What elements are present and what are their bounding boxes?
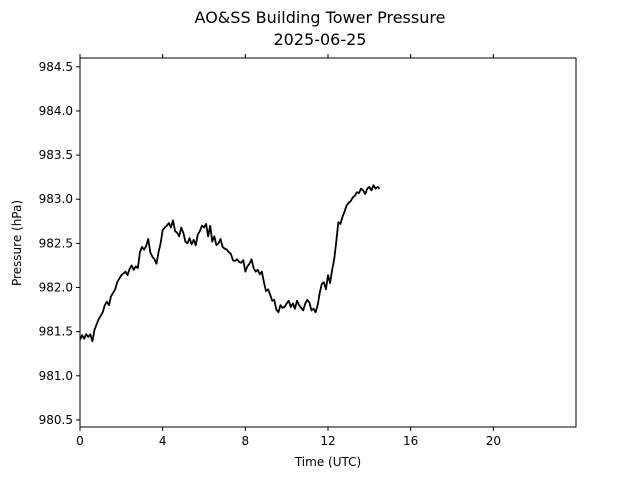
y-tick-label: 981.5 bbox=[39, 325, 73, 339]
x-tick-label: 8 bbox=[242, 434, 250, 448]
y-tick-label: 983.0 bbox=[39, 192, 73, 206]
x-axis-label: Time (UTC) bbox=[294, 455, 361, 469]
chart-subtitle: 2025-06-25 bbox=[274, 30, 367, 49]
pressure-series-line bbox=[79, 184, 381, 343]
x-tick-label: 16 bbox=[403, 434, 418, 448]
chart-title: AO&SS Building Tower Pressure bbox=[195, 8, 446, 27]
x-tick-label: 0 bbox=[76, 434, 84, 448]
y-tick-label: 984.5 bbox=[39, 60, 73, 74]
y-tick-label: 982.5 bbox=[39, 236, 73, 250]
x-tick-label: 4 bbox=[159, 434, 167, 448]
x-tick-label: 20 bbox=[486, 434, 501, 448]
y-tick-label: 984.0 bbox=[39, 104, 73, 118]
y-tick-label: 983.5 bbox=[39, 148, 73, 162]
y-tick-label: 982.0 bbox=[39, 281, 73, 295]
x-tick-label: 12 bbox=[320, 434, 335, 448]
plot-area: 0 4 8 12 16 20 980.5 981.0 981.5 982.0 982.5 983.0 9… bbox=[39, 54, 577, 448]
y-tick-label: 980.5 bbox=[39, 413, 73, 427]
y-axis-label: Pressure (hPa) bbox=[10, 200, 24, 286]
y-tick-label: 981.0 bbox=[39, 369, 73, 383]
